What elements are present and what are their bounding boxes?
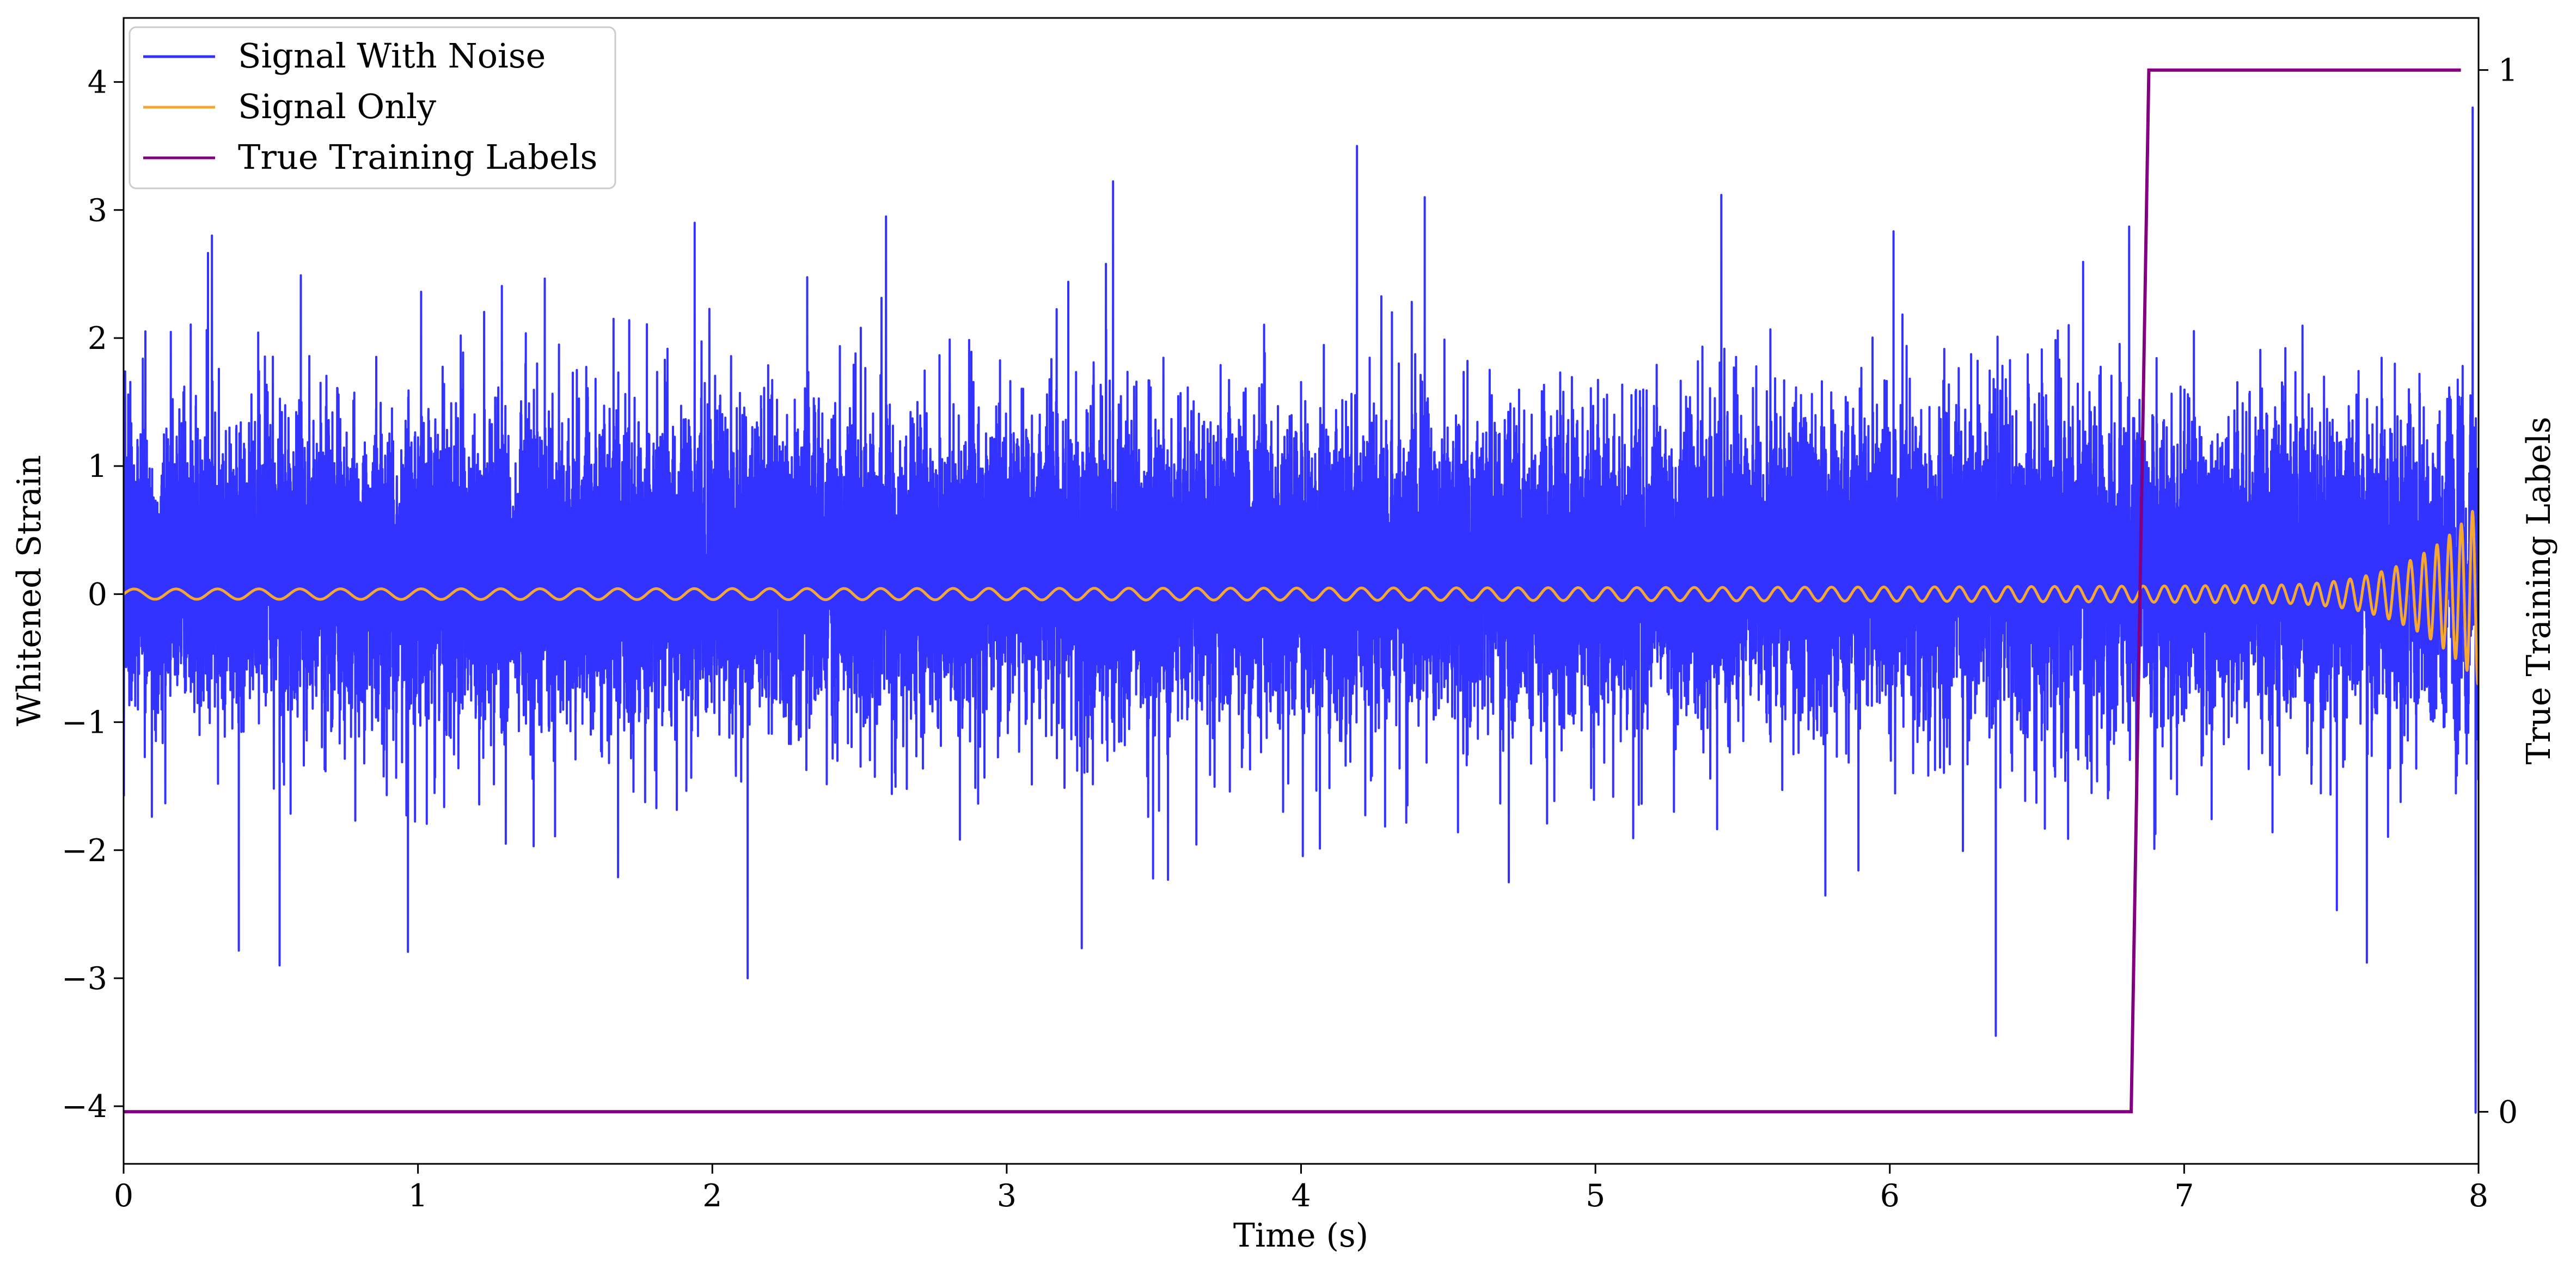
true-training-labels-line xyxy=(124,68,2461,1114)
x-tick-label: 2 xyxy=(702,1178,722,1214)
signal-with-noise-series xyxy=(124,106,2479,1114)
right-y-tick-label: 0 xyxy=(2498,1094,2518,1130)
legend-label-true-training-labels: True Training Labels xyxy=(238,137,597,177)
plot-area xyxy=(124,68,2479,1114)
y-tick-label: 0 xyxy=(88,576,107,612)
y-tick-label: −2 xyxy=(62,833,107,869)
legend-label-signal-with-noise: Signal With Noise xyxy=(238,36,546,76)
x-tick-label: 5 xyxy=(1586,1178,1605,1214)
y-tick-label: −3 xyxy=(62,961,107,997)
y-tick-label: 3 xyxy=(88,193,107,229)
y-tick-label: 2 xyxy=(88,321,107,357)
x-tick-label: 7 xyxy=(2174,1178,2194,1214)
legend-box xyxy=(129,26,616,189)
x-tick-label: 6 xyxy=(1880,1178,1900,1214)
x-axis-label: Time (s) xyxy=(1233,1217,1368,1255)
y-axis-label: Whitened Strain xyxy=(10,455,48,726)
y-axis-ticks: −4 −3 −2 −1 0 1 2 3 4 xyxy=(62,65,124,1125)
x-tick-label: 8 xyxy=(2469,1178,2488,1214)
signal-only-series xyxy=(124,510,2479,685)
y-tick-label: 4 xyxy=(88,65,107,101)
x-tick-label: 0 xyxy=(114,1178,133,1214)
y-tick-label: −1 xyxy=(62,705,107,741)
right-y-axis-ticks: 01 xyxy=(2479,53,2518,1130)
y-tick-label: 1 xyxy=(88,449,107,484)
x-axis-ticks: 0 1 2 3 4 5 6 7 8 xyxy=(114,1164,2488,1214)
x-tick-label: 4 xyxy=(1291,1178,1311,1214)
signal-with-noise-line xyxy=(124,106,2479,1114)
true-training-labels-series xyxy=(124,68,2461,1114)
signal-only-line xyxy=(124,510,2479,685)
x-tick-label: 3 xyxy=(997,1178,1017,1214)
legend-label-signal-only: Signal Only xyxy=(238,87,436,126)
right-y-tick-label: 1 xyxy=(2498,53,2518,89)
x-tick-label: 1 xyxy=(408,1178,427,1214)
y-tick-label: −4 xyxy=(62,1089,107,1125)
legend: Signal With Noise Signal Only True Train… xyxy=(129,26,616,189)
right-y-axis-label: True Training Labels xyxy=(2520,416,2558,764)
